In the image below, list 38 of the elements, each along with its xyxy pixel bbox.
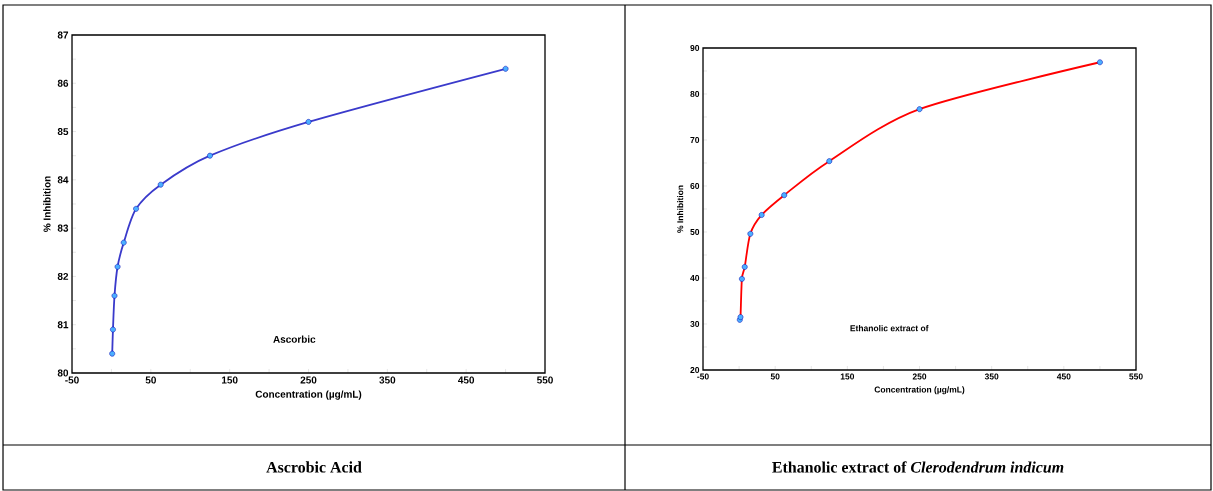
text: Ascrobic Acid <box>266 461 362 473</box>
y-tick-label: 83 <box>57 224 69 232</box>
text: Ethanolic extract of Clerodendrum indicum <box>772 461 1064 473</box>
y-tick-label: 80 <box>690 91 700 97</box>
y-tick-label: 30 <box>690 320 700 327</box>
x-tick-label: 550 <box>1129 373 1143 380</box>
y-tick-label: 70 <box>690 137 700 143</box>
x-tick-label: 450 <box>1056 373 1071 380</box>
y-tick-label: 86 <box>57 79 69 87</box>
x-tick-label: -50 <box>697 373 709 380</box>
x-tick-label: 250 <box>300 376 317 384</box>
annotation: Ascorbic <box>273 335 316 343</box>
x-axis-title: Concentration (µg/mL) <box>255 390 362 400</box>
x-tick-label: 350 <box>379 376 396 384</box>
y-tick-label: 60 <box>690 183 700 189</box>
y-tick-label: 84 <box>57 176 69 184</box>
y-tick-label: 81 <box>57 321 69 329</box>
y-tick-label: 50 <box>690 229 700 235</box>
y-tick-label: 82 <box>57 272 69 280</box>
x-axis-title: Concentration (µg/mL) <box>874 386 965 395</box>
x-tick-label: 250 <box>912 373 927 380</box>
x-tick-label: 150 <box>221 376 238 384</box>
y-tick-label: 90 <box>690 45 700 51</box>
y-tick-label: 80 <box>57 369 69 377</box>
x-tick-label: 150 <box>840 373 855 380</box>
x-tick-label: 350 <box>984 373 999 380</box>
y-tick-label: 85 <box>57 128 69 136</box>
x-tick-label: 50 <box>770 373 780 380</box>
y-axis-title: % Inhibition <box>677 185 684 233</box>
x-tick-label: -50 <box>65 376 79 384</box>
x-tick-label: 50 <box>145 376 156 384</box>
y-tick-label: 20 <box>690 366 700 373</box>
x-tick-label: 550 <box>537 376 553 384</box>
annotation: Ethanolic extract of <box>850 325 929 332</box>
y-axis-title: % Inhibition <box>43 176 51 232</box>
y-tick-label: 40 <box>690 275 700 281</box>
x-tick-label: 450 <box>458 376 475 384</box>
y-tick-label: 87 <box>57 31 69 39</box>
